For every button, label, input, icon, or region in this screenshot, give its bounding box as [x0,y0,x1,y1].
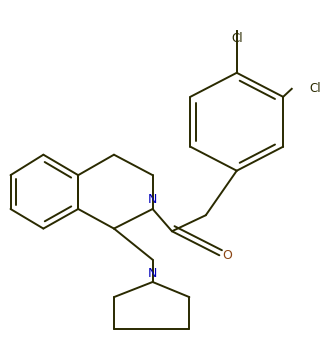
Text: O: O [223,249,232,262]
Text: N: N [148,268,157,280]
Text: Cl: Cl [231,32,242,46]
Text: Cl: Cl [309,82,321,95]
Text: N: N [148,193,157,207]
